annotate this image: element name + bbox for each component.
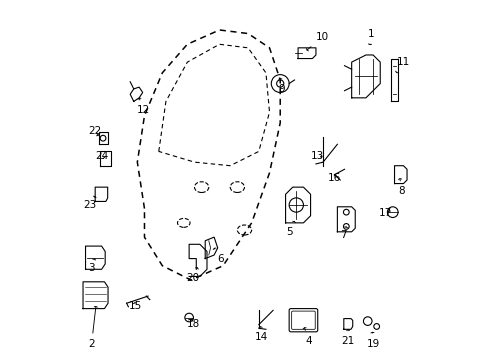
Text: 20: 20	[186, 268, 199, 283]
Text: 3: 3	[88, 259, 96, 273]
Text: 5: 5	[285, 221, 295, 237]
Text: 19: 19	[366, 332, 380, 348]
Text: 9: 9	[278, 78, 285, 94]
Text: 11: 11	[395, 57, 409, 73]
Text: 15: 15	[129, 301, 142, 311]
Text: 24: 24	[96, 151, 109, 161]
Text: 7: 7	[340, 227, 347, 240]
Text: 10: 10	[306, 32, 328, 51]
Text: 16: 16	[327, 173, 341, 183]
Text: 12: 12	[137, 98, 150, 115]
Text: 13: 13	[310, 151, 324, 161]
Text: 2: 2	[88, 306, 97, 348]
Text: 17: 17	[378, 208, 391, 218]
Text: 23: 23	[83, 196, 97, 210]
Text: 22: 22	[88, 126, 102, 136]
Text: 21: 21	[341, 330, 354, 346]
Text: 6: 6	[213, 248, 223, 264]
Text: 1: 1	[367, 28, 374, 45]
Text: 4: 4	[303, 328, 311, 346]
Text: 8: 8	[398, 179, 404, 197]
Text: 18: 18	[187, 319, 200, 329]
Text: 14: 14	[255, 327, 268, 342]
